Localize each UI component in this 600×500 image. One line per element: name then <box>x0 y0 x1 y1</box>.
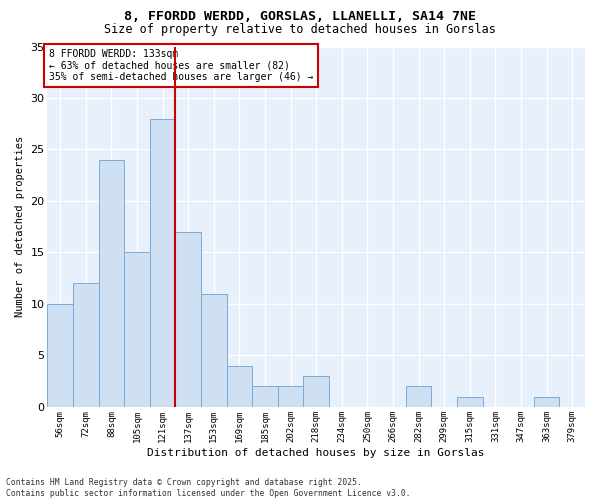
Bar <box>252 386 278 407</box>
Bar <box>150 118 175 407</box>
Bar <box>304 376 329 407</box>
X-axis label: Distribution of detached houses by size in Gorslas: Distribution of detached houses by size … <box>148 448 485 458</box>
Bar <box>406 386 431 407</box>
Bar <box>98 160 124 407</box>
Bar <box>124 252 150 407</box>
Text: 8, FFORDD WERDD, GORSLAS, LLANELLI, SA14 7NE: 8, FFORDD WERDD, GORSLAS, LLANELLI, SA14… <box>124 10 476 23</box>
Text: Size of property relative to detached houses in Gorslas: Size of property relative to detached ho… <box>104 22 496 36</box>
Bar <box>534 396 559 407</box>
Text: Contains HM Land Registry data © Crown copyright and database right 2025.
Contai: Contains HM Land Registry data © Crown c… <box>6 478 410 498</box>
Bar <box>278 386 304 407</box>
Bar <box>175 232 201 407</box>
Bar <box>47 304 73 407</box>
Y-axis label: Number of detached properties: Number of detached properties <box>15 136 25 318</box>
Text: 8 FFORDD WERDD: 133sqm
← 63% of detached houses are smaller (82)
35% of semi-det: 8 FFORDD WERDD: 133sqm ← 63% of detached… <box>49 48 313 82</box>
Bar <box>201 294 227 407</box>
Bar <box>457 396 482 407</box>
Bar <box>227 366 252 407</box>
Bar <box>73 284 98 407</box>
